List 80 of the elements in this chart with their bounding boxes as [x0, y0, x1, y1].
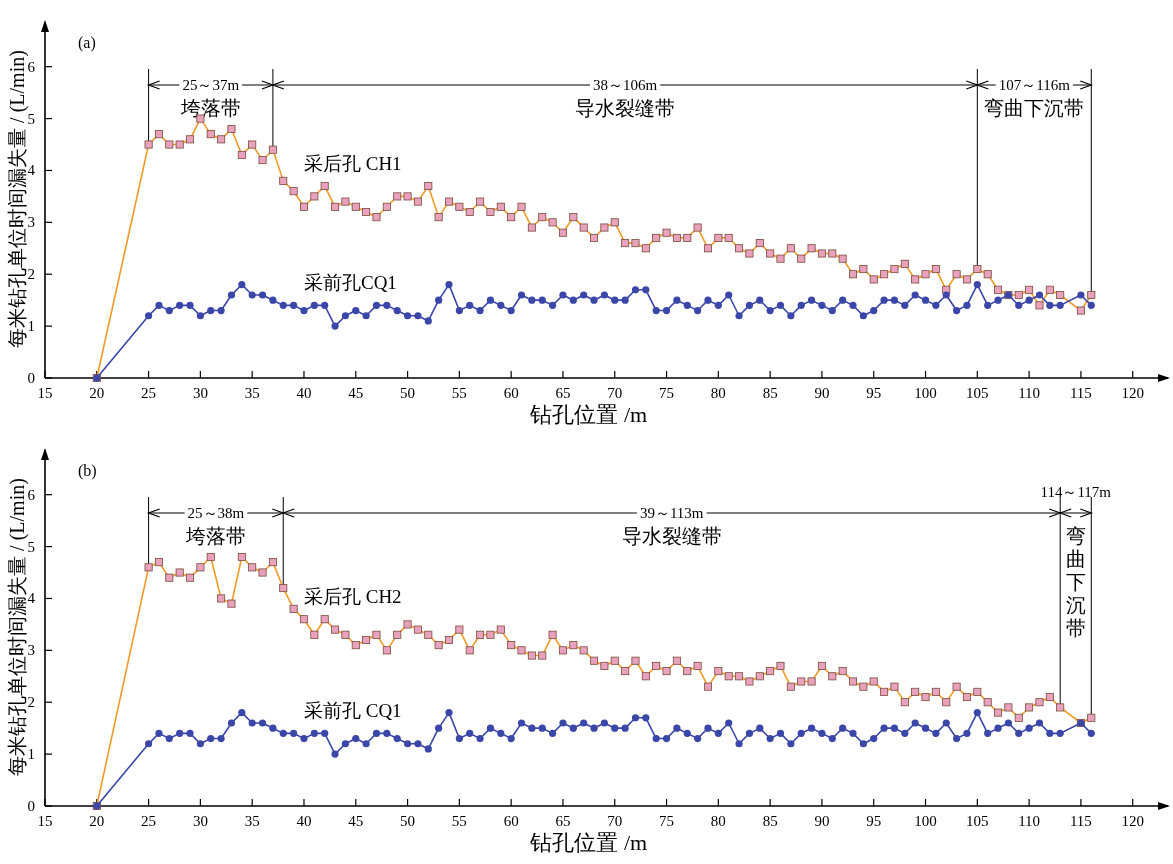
x-tick-label: 15 — [37, 385, 53, 401]
x-tick-label: 60 — [503, 385, 519, 401]
x-tick-label: 50 — [400, 813, 416, 829]
x-tick-label: 115 — [1069, 385, 1092, 401]
x-tick-label: 55 — [451, 385, 467, 401]
y-tick-label: 4 — [27, 590, 36, 607]
x-tick-label: 45 — [348, 385, 364, 401]
x-tick-label: 85 — [762, 385, 778, 401]
x-axis-title: 钻孔位置 /m — [529, 830, 648, 855]
annotation: 导水裂缝带 — [575, 97, 676, 119]
x-tick-label: 80 — [710, 813, 726, 829]
annotation: 导水裂缝带 — [621, 525, 722, 547]
x-tick-label: 60 — [503, 813, 519, 829]
x-tick-label: 40 — [296, 813, 312, 829]
x-tick-label: 80 — [710, 385, 726, 401]
x-tick-label: 85 — [762, 813, 778, 829]
y-tick-label: 4 — [27, 162, 36, 179]
x-tick-label: 20 — [89, 385, 105, 401]
x-tick-label: 30 — [192, 385, 208, 401]
series-label: 采后孔 CH2 — [303, 586, 402, 608]
x-tick-label: 75 — [659, 813, 675, 829]
annotation: 25～38m — [187, 505, 245, 521]
x-tick-label: 20 — [89, 813, 105, 829]
y-tick-label: 1 — [27, 318, 35, 335]
y-tick-label: 0 — [27, 370, 35, 386]
x-tick-label: 95 — [866, 813, 882, 829]
y-tick-label: 1 — [27, 746, 35, 763]
x-tick-label: 90 — [814, 385, 830, 401]
x-tick-label: 100 — [914, 385, 937, 401]
y-tick-label: 6 — [27, 486, 36, 503]
series-label: 采前孔CQ1 — [303, 272, 397, 294]
x-tick-label: 55 — [451, 813, 467, 829]
annotation: 垮落带 — [179, 97, 241, 119]
y-tick-label: 0 — [27, 798, 35, 814]
annotation: 39～113m — [639, 505, 704, 521]
y-tick-label: 2 — [27, 266, 35, 283]
text: (a) — [78, 34, 96, 52]
annotation: 107～116m — [998, 77, 1071, 93]
y-tick-label: 5 — [27, 538, 35, 555]
x-tick-label: 65 — [555, 813, 571, 829]
x-tick-label: 15 — [37, 813, 53, 829]
annotation: 弯曲下沉带 — [1065, 525, 1086, 639]
x-tick-label: 30 — [192, 813, 208, 829]
x-tick-label: 75 — [659, 385, 675, 401]
x-tick-label: 120 — [1121, 813, 1144, 829]
x-tick-label: 25 — [141, 385, 157, 401]
x-tick-label: 90 — [814, 813, 830, 829]
x-tick-label: 45 — [348, 813, 364, 829]
x-tick-label: 35 — [244, 813, 260, 829]
x-tick-label: 120 — [1121, 385, 1144, 401]
x-tick-label: 105 — [966, 813, 989, 829]
x-tick-label: 40 — [296, 385, 312, 401]
x-tick-label: 110 — [1018, 385, 1041, 401]
x-tick-label: 70 — [607, 385, 623, 401]
x-tick-label: 100 — [914, 813, 937, 829]
x-tick-label: 110 — [1018, 813, 1041, 829]
x-tick-label: 50 — [400, 385, 416, 401]
annotation: 114～117m — [1040, 484, 1112, 500]
x-tick-label: 70 — [607, 813, 623, 829]
x-tick-label: 65 — [555, 385, 571, 401]
y-axis-title: 每米钻孔单位时间漏失量 / (L/min) — [6, 50, 29, 348]
x-axis-title: 钻孔位置 /m — [529, 402, 648, 427]
x-tick-label: 105 — [966, 385, 989, 401]
y-tick-label: 2 — [27, 694, 35, 711]
x-tick-label: 35 — [244, 385, 260, 401]
series-label: 采后孔 CH1 — [303, 153, 402, 175]
annotation: 25～37m — [182, 77, 240, 93]
y-tick-label: 6 — [27, 58, 36, 75]
x-tick-label: 95 — [866, 385, 882, 401]
x-tick-label: 115 — [1069, 813, 1092, 829]
y-tick-label: 5 — [27, 110, 35, 127]
x-tick-label: 25 — [141, 813, 157, 829]
y-tick-label: 3 — [27, 642, 35, 659]
y-tick-label: 3 — [27, 214, 35, 231]
series-label: 采前孔 CQ1 — [303, 700, 402, 722]
annotation: 38～106m — [593, 77, 658, 93]
y-axis-title: 每米钻孔单位时间漏失量 / (L/min) — [6, 478, 29, 776]
text: (b) — [78, 462, 97, 480]
annotation: 弯曲下沉带 — [984, 97, 1085, 119]
annotation: 垮落带 — [184, 525, 246, 547]
